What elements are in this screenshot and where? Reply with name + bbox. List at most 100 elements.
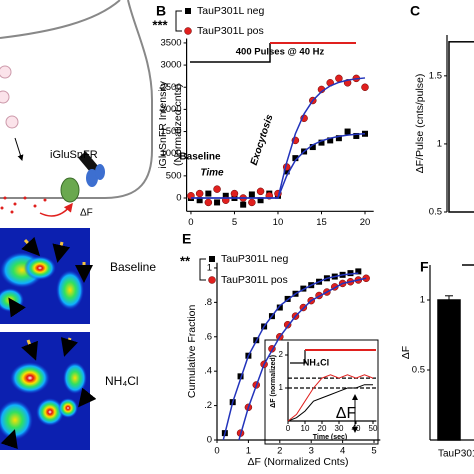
x-tick-label: 20 bbox=[318, 424, 327, 433]
receptor bbox=[95, 164, 105, 180]
vesicle bbox=[5, 115, 19, 129]
receptor bbox=[60, 177, 80, 203]
y-tick-label: .6 bbox=[204, 331, 212, 342]
image-baseline bbox=[0, 228, 93, 324]
y-tick-label: 2 bbox=[279, 350, 284, 359]
legend-marker bbox=[185, 8, 191, 14]
point bbox=[195, 189, 204, 198]
x-tick-label: 4 bbox=[340, 446, 345, 457]
y-tick-label: 1500 bbox=[160, 126, 181, 137]
y-tick-label: 2000 bbox=[160, 104, 181, 115]
panel-label: E bbox=[182, 231, 191, 247]
point bbox=[292, 155, 299, 162]
image-label: Baseline bbox=[110, 260, 156, 274]
point bbox=[347, 270, 354, 277]
y-tick-label: 0.5 bbox=[412, 365, 425, 376]
x-tick-label: 1 bbox=[246, 446, 251, 457]
bar bbox=[437, 299, 461, 441]
cartoon: iGluSnFR ΔF bbox=[0, 0, 153, 219]
y-axis-label: iGluSnFR Intensity bbox=[157, 80, 169, 168]
x-tick-label: 0 bbox=[188, 217, 193, 228]
panel-label: F bbox=[420, 259, 429, 275]
point bbox=[283, 168, 290, 175]
significance: *** bbox=[152, 17, 168, 32]
legend-label: TauP301L neg bbox=[221, 253, 288, 265]
point bbox=[361, 83, 369, 91]
point bbox=[256, 187, 265, 196]
y-axis-label: Cumulative Fraction bbox=[186, 305, 198, 399]
y-tick-label: 3000 bbox=[160, 60, 181, 71]
x-tick-label: 10 bbox=[273, 217, 284, 228]
point bbox=[353, 132, 360, 139]
x-tick-label: 5 bbox=[371, 446, 376, 457]
y-tick-label: 0 bbox=[207, 435, 212, 446]
x-tick-label: 2 bbox=[277, 446, 282, 457]
y-tick-label: 3500 bbox=[160, 37, 181, 48]
y-axis-label: ΔF (normalized) bbox=[270, 355, 277, 408]
x-tick-label: 50 bbox=[369, 424, 378, 433]
point bbox=[237, 373, 244, 380]
y-tick-label: 1 bbox=[420, 295, 425, 306]
series-line bbox=[287, 384, 373, 422]
x-axis-label: Time (sec) bbox=[313, 434, 348, 441]
legend-label: TauP301L pos bbox=[197, 25, 264, 37]
x-tick-label: 10 bbox=[301, 424, 310, 433]
legend-label: TauP301L neg bbox=[197, 5, 264, 17]
point bbox=[214, 199, 221, 206]
vesicle bbox=[0, 65, 12, 79]
point bbox=[240, 201, 247, 208]
point bbox=[196, 197, 203, 204]
y-tick-label: 1000 bbox=[160, 148, 181, 159]
y-tick-label: 2500 bbox=[160, 82, 181, 93]
legend-marker bbox=[209, 256, 215, 262]
cartoon-delta: ΔF bbox=[80, 208, 93, 219]
x-tick-label: 5 bbox=[232, 217, 237, 228]
point bbox=[355, 268, 362, 275]
point bbox=[300, 285, 307, 292]
y-axis-label: (Normalized cnts) bbox=[172, 84, 184, 166]
receptor bbox=[86, 169, 98, 187]
y-tick-label: 1 bbox=[437, 138, 442, 149]
y-tick-label: 500 bbox=[166, 170, 182, 181]
x-tick-label: 20 bbox=[360, 217, 371, 228]
x-tick-label: 0 bbox=[214, 446, 219, 457]
legend-label: TauP301L pos bbox=[221, 274, 288, 286]
point bbox=[222, 192, 229, 199]
y-tick-label: 1 bbox=[279, 383, 284, 392]
receptor bbox=[78, 151, 100, 175]
point bbox=[318, 139, 325, 146]
membrane bbox=[0, 0, 121, 39]
panel-label: C bbox=[410, 3, 420, 19]
point bbox=[213, 185, 221, 193]
series-line bbox=[287, 374, 374, 422]
point bbox=[335, 135, 342, 142]
y-tick-label: 0 bbox=[176, 193, 181, 204]
annotation: Time bbox=[200, 168, 224, 179]
point bbox=[248, 191, 255, 198]
legend-marker bbox=[208, 276, 216, 284]
significance: ** bbox=[180, 253, 191, 268]
image-label: NH₄Cl bbox=[105, 374, 139, 388]
point bbox=[248, 198, 256, 207]
image-nh4cl bbox=[0, 332, 97, 450]
legend-marker bbox=[184, 27, 192, 35]
y-tick-label: .2 bbox=[204, 400, 212, 411]
fit-line bbox=[238, 277, 367, 441]
x-tick-label: 0 bbox=[286, 424, 291, 433]
glutamate bbox=[0, 196, 47, 214]
bar bbox=[448, 41, 474, 213]
y-tick-label: 1 bbox=[207, 262, 212, 273]
point bbox=[276, 304, 283, 311]
point bbox=[257, 197, 264, 204]
inset-frame bbox=[264, 339, 379, 445]
annotation: 400 Pulses @ 40 Hz bbox=[236, 47, 325, 58]
point bbox=[230, 189, 239, 198]
stimulus bbox=[190, 43, 271, 63]
y-axis-label: ΔF bbox=[400, 346, 412, 359]
point bbox=[204, 198, 213, 207]
y-tick-label: 0.5 bbox=[429, 207, 442, 218]
point bbox=[205, 190, 212, 197]
point bbox=[344, 128, 351, 135]
x-axis-label: ΔF (Normalized Cnts) bbox=[248, 456, 349, 468]
